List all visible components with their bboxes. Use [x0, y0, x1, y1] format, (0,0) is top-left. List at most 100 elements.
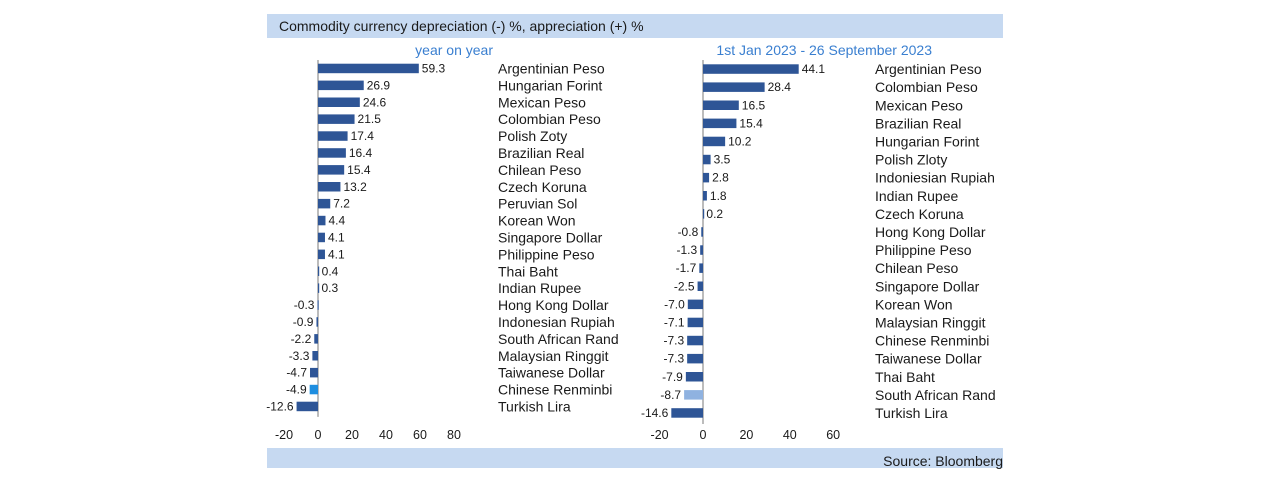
data-label: -14.6	[641, 406, 669, 420]
category-label: Indian Rupee	[875, 188, 959, 204]
category-label: Chinese Renminbi	[875, 333, 989, 349]
data-label: 24.6	[363, 95, 387, 109]
bar	[703, 82, 765, 92]
data-label: 4.1	[328, 230, 345, 244]
category-label: Brazilian Real	[498, 145, 584, 161]
category-label: Polish Zoty	[498, 128, 567, 144]
x-tick-label: -20	[651, 428, 669, 442]
category-label: Hong Kong Dollar	[498, 297, 609, 313]
category-label: Chilean Peso	[498, 162, 581, 178]
data-label: 44.1	[802, 62, 826, 76]
bar	[671, 408, 703, 418]
data-label: 0.2	[706, 207, 723, 221]
data-label: 59.3	[422, 61, 446, 75]
data-label: -2.2	[291, 332, 312, 346]
category-label: South African Rand	[875, 387, 996, 403]
category-label: Hungarian Forint	[498, 77, 602, 93]
category-label: Turkish Lira	[875, 405, 948, 421]
bar	[703, 64, 799, 74]
data-label: -1.7	[676, 261, 697, 275]
category-label: Czech Koruna	[498, 179, 587, 195]
bar	[318, 131, 348, 141]
x-tick-label: 40	[379, 428, 393, 442]
bar	[703, 154, 711, 165]
category-label: Korean Won	[498, 213, 576, 229]
data-label: 17.4	[351, 129, 375, 143]
bar	[685, 372, 703, 382]
category-label: Brazilian Real	[875, 115, 961, 131]
category-label: Thai Baht	[498, 263, 558, 279]
bar	[684, 390, 703, 400]
bar	[318, 80, 364, 91]
data-label: 7.2	[333, 197, 350, 211]
panel-title: year on year	[415, 42, 493, 58]
bar	[703, 136, 726, 147]
category-label: Hong Kong Dollar	[875, 224, 986, 240]
data-label: -0.3	[294, 298, 315, 312]
data-label: 15.4	[347, 163, 371, 177]
bar	[309, 384, 318, 395]
bar	[703, 191, 707, 201]
category-label: Taiwanese Dollar	[498, 365, 605, 381]
bar	[318, 97, 360, 107]
x-tick-label: 80	[447, 428, 461, 442]
bar	[703, 118, 737, 129]
category-label: Colombian Peso	[498, 111, 601, 127]
data-label: 4.1	[328, 247, 345, 261]
category-label: Indoniesian Rupiah	[875, 170, 995, 186]
bar	[687, 353, 703, 364]
x-tick-label: 20	[739, 428, 753, 442]
data-label: 21.5	[358, 112, 382, 126]
bar	[310, 367, 318, 378]
category-label: Indonesian Rupiah	[498, 314, 615, 330]
bar	[318, 232, 325, 243]
data-label: 1.8	[710, 189, 727, 203]
bar	[316, 317, 318, 327]
category-label: Singapore Dollar	[498, 229, 603, 245]
x-tick-label: 60	[413, 428, 427, 442]
bar	[697, 281, 703, 291]
bar	[703, 172, 710, 183]
data-label: -1.3	[676, 243, 697, 257]
bar	[296, 401, 318, 412]
data-label: 28.4	[768, 80, 792, 94]
data-label: 16.5	[742, 98, 766, 112]
category-label: Colombian Peso	[875, 79, 978, 95]
category-label: Malaysian Ringgit	[498, 348, 609, 364]
data-label: 0.4	[322, 264, 339, 278]
category-label: Peruvian Sol	[498, 196, 577, 212]
bar	[687, 335, 703, 346]
data-label: -7.3	[663, 352, 684, 366]
data-label: -12.6	[266, 399, 294, 413]
bar	[699, 263, 703, 273]
bar	[314, 334, 318, 344]
data-label: -0.8	[678, 225, 699, 239]
bar	[312, 351, 318, 361]
x-tick-label: 0	[315, 428, 322, 442]
category-label: Mexican Peso	[875, 97, 963, 113]
chart-header-bar: Commodity currency depreciation (-) %, a…	[267, 14, 1003, 38]
data-label: -2.5	[674, 279, 695, 293]
bar	[317, 300, 319, 310]
data-label: -7.0	[664, 297, 685, 311]
bar	[687, 299, 703, 310]
bar	[318, 266, 320, 276]
bar	[318, 215, 326, 226]
data-label: 26.9	[367, 78, 391, 92]
x-tick-label: 20	[345, 428, 359, 442]
category-label: Polish Zloty	[875, 152, 947, 168]
x-tick-label: -20	[275, 428, 293, 442]
data-label: -7.1	[664, 315, 685, 329]
data-label: 3.5	[714, 153, 731, 167]
bar	[318, 198, 331, 209]
category-label: Thai Baht	[875, 369, 935, 385]
data-label: 10.2	[728, 134, 752, 148]
x-tick-label: 60	[826, 428, 840, 442]
bar	[703, 209, 705, 219]
x-tick-label: 40	[783, 428, 797, 442]
data-label: 4.4	[328, 214, 345, 228]
category-label: Mexican Peso	[498, 94, 586, 110]
category-label: Turkish Lira	[498, 398, 571, 414]
bar	[318, 249, 325, 260]
